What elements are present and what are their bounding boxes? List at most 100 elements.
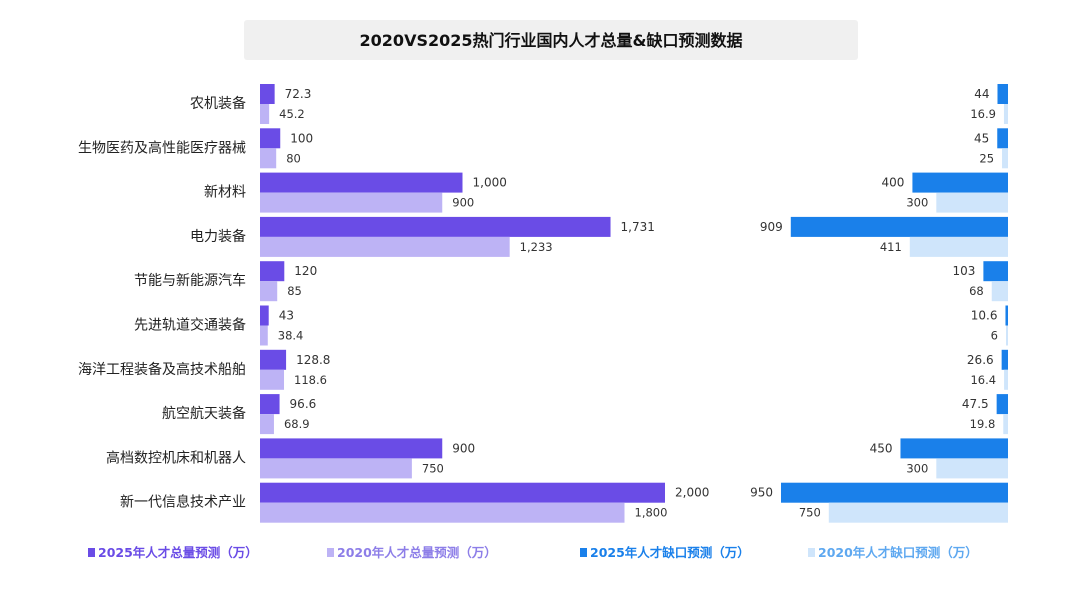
category-label: 先进轨道交通装备 bbox=[134, 317, 246, 334]
label-2020-gap: 16.9 bbox=[970, 107, 996, 121]
label-2025-gap: 103 bbox=[952, 264, 975, 278]
label-2020-gap: 16.4 bbox=[970, 373, 996, 387]
bar-2020-total bbox=[260, 148, 277, 169]
label-2025-gap: 450 bbox=[870, 441, 893, 455]
label-2025-total: 100 bbox=[290, 131, 313, 145]
label-2025-total: 72.3 bbox=[285, 87, 312, 101]
bar-2025-gap bbox=[997, 128, 1008, 149]
bar-2020-gap bbox=[1006, 325, 1008, 346]
label-2025-gap: 45 bbox=[974, 131, 989, 145]
bar-2020-total bbox=[260, 104, 270, 124]
bar-2025-total bbox=[260, 216, 611, 237]
bar-2025-total bbox=[260, 305, 269, 326]
bar-2020-gap bbox=[1002, 148, 1008, 169]
bar-2025-total bbox=[260, 172, 463, 193]
bar-2025-total bbox=[260, 438, 443, 459]
bar-2020-gap bbox=[1004, 369, 1008, 390]
label-2025-gap: 950 bbox=[750, 486, 773, 500]
category-label: 新一代信息技术产业 bbox=[120, 494, 246, 511]
label-2025-gap: 26.6 bbox=[967, 353, 994, 367]
label-2020-total: 85 bbox=[287, 284, 302, 298]
bar-2025-gap bbox=[1005, 305, 1008, 326]
bar-2020-gap bbox=[909, 236, 1008, 257]
bar-2025-gap bbox=[900, 438, 1008, 459]
legend-swatch bbox=[808, 548, 815, 557]
label-2025-total: 1,000 bbox=[473, 176, 507, 190]
label-2020-gap: 300 bbox=[906, 196, 928, 210]
label-2025-total: 128.8 bbox=[296, 353, 330, 367]
category-label: 高档数控机床和机器人 bbox=[106, 449, 246, 466]
category-label: 航空航天装备 bbox=[162, 405, 246, 422]
legend-swatch bbox=[88, 548, 95, 557]
label-2025-total: 120 bbox=[294, 264, 317, 278]
bar-2020-gap bbox=[1003, 104, 1008, 124]
bar-2025-total bbox=[260, 394, 280, 415]
label-2020-gap: 411 bbox=[880, 240, 902, 254]
chart-title: 2020VS2025热门行业国内人才总量&缺口预测数据 bbox=[360, 31, 743, 50]
title-box bbox=[244, 20, 858, 60]
bar-2020-gap bbox=[936, 458, 1008, 479]
category-label: 新材料 bbox=[204, 185, 246, 201]
bar-2020-total bbox=[260, 325, 268, 346]
bar-2025-total bbox=[260, 349, 287, 370]
chart-rows: 农机装备 72.3 45.2 44 16.9 生物医药及高性能医疗器械 100 80 45 25 新… bbox=[78, 84, 1008, 523]
label-2025-gap: 44 bbox=[974, 87, 989, 101]
bar-2020-total bbox=[260, 502, 625, 523]
bar-2025-gap bbox=[781, 482, 1008, 503]
category-label: 节能与新能源汽车 bbox=[134, 272, 246, 289]
category-label: 电力装备 bbox=[190, 228, 246, 245]
label-2020-total: 1,233 bbox=[520, 240, 553, 254]
label-2020-total: 900 bbox=[452, 196, 474, 210]
bar-2025-total bbox=[260, 261, 285, 282]
label-2025-gap: 10.6 bbox=[971, 309, 998, 323]
bar-2020-total bbox=[260, 458, 412, 479]
label-2025-total: 96.6 bbox=[290, 397, 317, 411]
label-2020-total: 80 bbox=[286, 151, 301, 165]
label-2020-total: 45.2 bbox=[279, 107, 305, 121]
bar-2025-gap bbox=[790, 216, 1008, 237]
bar-2020-gap bbox=[828, 502, 1008, 523]
legend: 2025年人才总量预测（万） 2020年人才总量预测（万） 2025年人才缺口预测（… bbox=[88, 545, 978, 560]
label-2025-gap: 400 bbox=[882, 176, 905, 190]
label-2025-gap: 47.5 bbox=[962, 397, 989, 411]
label-2025-total: 2,000 bbox=[675, 486, 709, 500]
bar-2020-gap bbox=[1003, 414, 1008, 435]
legend-label: 2025年人才缺口预测（万） bbox=[590, 545, 750, 560]
label-2020-total: 118.6 bbox=[294, 373, 327, 387]
label-2020-gap: 750 bbox=[799, 506, 821, 520]
label-2020-gap: 25 bbox=[979, 151, 994, 165]
legend-swatch bbox=[327, 548, 334, 557]
category-label: 农机装备 bbox=[190, 95, 246, 112]
label-2025-gap: 909 bbox=[760, 220, 783, 234]
bar-2020-gap bbox=[936, 192, 1008, 213]
bar-2025-gap bbox=[983, 261, 1008, 282]
label-2020-gap: 300 bbox=[906, 461, 928, 475]
label-2025-total: 1,731 bbox=[621, 220, 655, 234]
bar-2025-total bbox=[260, 84, 275, 104]
bar-2020-total bbox=[260, 192, 443, 213]
label-2020-total: 750 bbox=[422, 461, 444, 475]
bar-2025-gap bbox=[912, 172, 1008, 193]
label-2020-total: 38.4 bbox=[278, 329, 304, 343]
bar-2020-total bbox=[260, 369, 285, 390]
bar-2020-gap bbox=[991, 281, 1008, 302]
bar-2025-gap bbox=[996, 394, 1008, 415]
label-2025-total: 43 bbox=[279, 309, 294, 323]
bar-2020-total bbox=[260, 236, 510, 257]
label-2020-gap: 68 bbox=[969, 284, 984, 298]
category-label: 生物医药及高性能医疗器械 bbox=[78, 139, 246, 156]
bar-2025-gap bbox=[1001, 349, 1008, 370]
label-2020-gap: 19.8 bbox=[970, 417, 996, 431]
legend-swatch bbox=[580, 548, 587, 557]
label-2020-gap: 6 bbox=[991, 329, 998, 343]
legend-label: 2020年人才总量预测（万） bbox=[337, 545, 497, 560]
bar-2020-total bbox=[260, 414, 274, 435]
bar-2025-total bbox=[260, 128, 281, 149]
bar-2020-total bbox=[260, 281, 278, 302]
legend-label: 2025年人才总量预测（万） bbox=[98, 545, 258, 560]
bar-2025-total bbox=[260, 482, 665, 503]
label-2025-total: 900 bbox=[452, 441, 475, 455]
legend-label: 2020年人才缺口预测（万） bbox=[818, 545, 978, 560]
bar-2025-gap bbox=[997, 84, 1008, 104]
